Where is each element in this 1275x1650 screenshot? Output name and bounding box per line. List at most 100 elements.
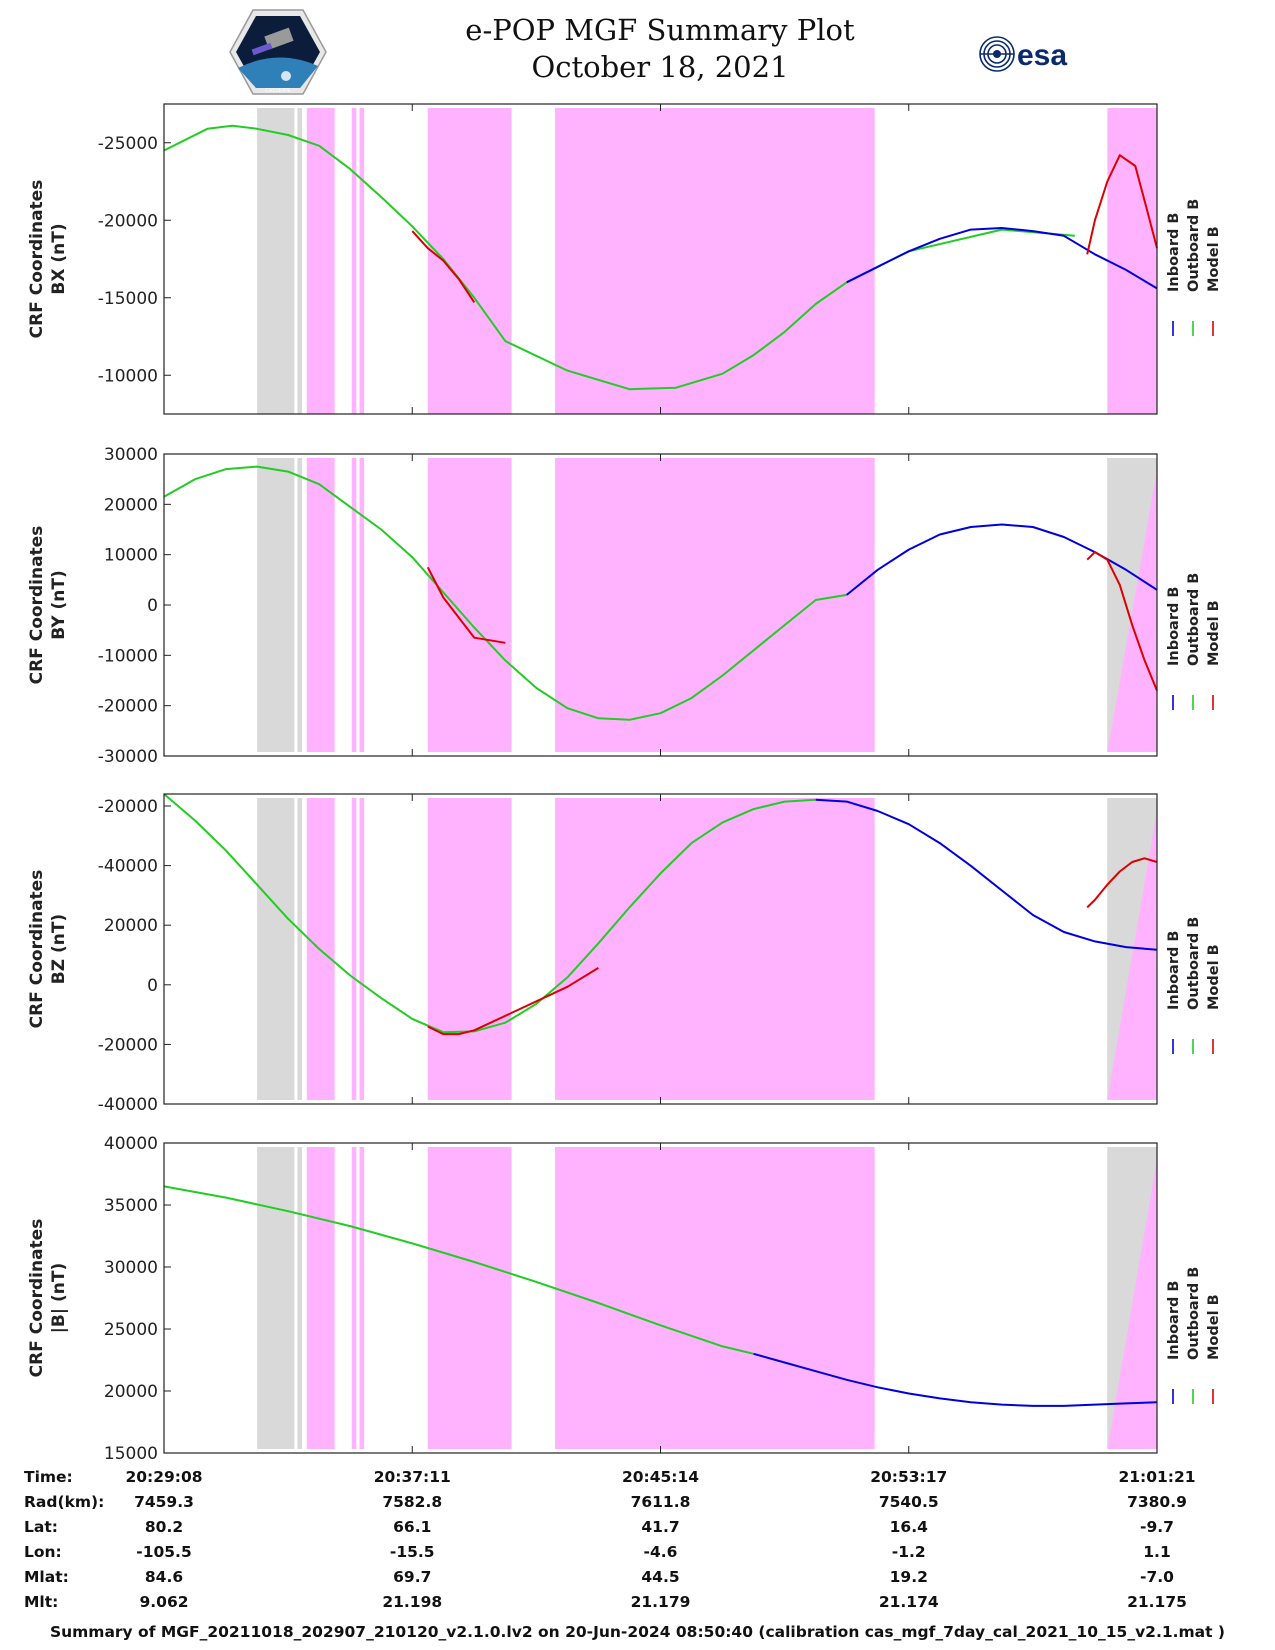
info-cell: 44.5 bbox=[641, 1568, 679, 1586]
series-line-model-b bbox=[1086, 551, 1158, 691]
esa-logo-text: esa bbox=[1017, 39, 1067, 72]
shaded-region-magenta bbox=[554, 798, 875, 1100]
series-line-model-b bbox=[1086, 154, 1158, 255]
info-cell: 20:53:17 bbox=[870, 1468, 947, 1486]
info-cell: 84.6 bbox=[145, 1568, 183, 1586]
y-axis-label: BY (nT) bbox=[49, 570, 69, 640]
y-tick-label: -10000 bbox=[98, 646, 158, 666]
y-tick-label: -40000 bbox=[98, 857, 158, 877]
y-tick-label: -10000 bbox=[98, 366, 158, 386]
info-cell: 66.1 bbox=[393, 1518, 431, 1536]
esa-logo: esa bbox=[979, 36, 1067, 72]
cassiope-patch-logo: CASSIOPE bbox=[229, 9, 327, 95]
shaded-region-magenta bbox=[427, 1147, 512, 1449]
info-row-label: Mlat: bbox=[24, 1568, 69, 1586]
y-tick-label: 35000 bbox=[104, 1196, 158, 1216]
info-cell: 20:29:08 bbox=[125, 1468, 202, 1486]
shaded-region-magenta bbox=[554, 1147, 875, 1449]
shaded-region-gray-wedge bbox=[1107, 458, 1157, 752]
info-cell: 21.174 bbox=[879, 1593, 939, 1611]
y-axis-label: BX (nT) bbox=[49, 223, 69, 294]
info-cell: 41.7 bbox=[641, 1518, 679, 1536]
shaded-region-magenta bbox=[1107, 108, 1157, 414]
shaded-region-magenta bbox=[554, 108, 875, 414]
shaded-region-magenta bbox=[351, 1147, 357, 1449]
shaded-region-magenta bbox=[359, 108, 365, 414]
y-axis-label: CRF Coordinates bbox=[27, 180, 47, 339]
series-line-outboard-b bbox=[163, 465, 847, 721]
series-line-model-b bbox=[411, 230, 476, 303]
series-line-model-b bbox=[426, 566, 506, 644]
info-cell: 80.2 bbox=[145, 1518, 183, 1536]
shaded-region-gray bbox=[297, 458, 303, 752]
y-tick-label: 30000 bbox=[104, 1258, 158, 1278]
y-axis-label: CRF Coordinates bbox=[27, 526, 47, 685]
legend-label: Inboard B bbox=[1166, 931, 1182, 1010]
y-tick-label: -20000 bbox=[98, 211, 158, 231]
info-row-label: Mlt: bbox=[24, 1593, 58, 1611]
info-cell: -105.5 bbox=[136, 1543, 191, 1561]
info-cell: 21.198 bbox=[382, 1593, 442, 1611]
shaded-region-magenta bbox=[306, 108, 335, 414]
info-cell: -15.5 bbox=[390, 1543, 435, 1561]
info-cell: 20:45:14 bbox=[622, 1468, 699, 1486]
info-row-label: Rad(km): bbox=[24, 1493, 104, 1511]
shaded-region-gray bbox=[257, 108, 295, 414]
legend-label: Outboard B bbox=[1186, 917, 1202, 1010]
shaded-region-gray bbox=[297, 798, 303, 1100]
shaded-region-magenta bbox=[359, 1147, 365, 1449]
legend-label: Inboard B bbox=[1166, 213, 1182, 292]
legend-label: Model B bbox=[1206, 600, 1222, 666]
shaded-region-magenta bbox=[351, 108, 357, 414]
info-cell: -9.7 bbox=[1140, 1518, 1174, 1536]
legend-label: Inboard B bbox=[1166, 1281, 1182, 1360]
info-cell: 21.179 bbox=[631, 1593, 691, 1611]
y-axis-label: CRF Coordinates bbox=[27, 1219, 47, 1378]
y-tick-label: -20000 bbox=[98, 797, 158, 817]
y-axis-label: CRF Coordinates bbox=[27, 870, 47, 1029]
legend-label: Outboard B bbox=[1186, 573, 1202, 666]
shaded-region-gray bbox=[257, 1147, 295, 1449]
y-tick-label: 30000 bbox=[104, 445, 158, 465]
shaded-region-gray bbox=[297, 1147, 303, 1449]
shaded-region-magenta bbox=[351, 458, 357, 752]
legend-label: Outboard B bbox=[1186, 1267, 1202, 1360]
shaded-region-magenta bbox=[427, 798, 512, 1100]
series-line-model-b bbox=[427, 967, 599, 1036]
info-cell: 7459.3 bbox=[134, 1493, 194, 1511]
series-line-inboard-b bbox=[753, 1352, 1158, 1407]
shaded-region-magenta bbox=[359, 458, 365, 752]
info-cell: 7582.8 bbox=[382, 1493, 442, 1511]
legend-label: Outboard B bbox=[1186, 199, 1202, 292]
shaded-region-magenta bbox=[359, 798, 365, 1100]
y-tick-label: -25000 bbox=[98, 134, 158, 154]
info-cell: 7611.8 bbox=[631, 1493, 691, 1511]
title-line-1: e-POP MGF Summary Plot bbox=[465, 13, 855, 47]
legend-label: Model B bbox=[1206, 944, 1222, 1010]
info-row-label: Lat: bbox=[24, 1518, 58, 1536]
info-cell: 69.7 bbox=[393, 1568, 431, 1586]
plot-title: e-POP MGF Summary Plot October 18, 2021 bbox=[380, 12, 940, 86]
info-cell: 21:01:21 bbox=[1118, 1468, 1195, 1486]
shaded-region-magenta bbox=[306, 458, 335, 752]
shaded-region-magenta bbox=[554, 458, 875, 752]
y-tick-label: 20000 bbox=[104, 916, 158, 936]
footer-caption: Summary of MGF_20211018_202907_210120_v2… bbox=[49, 1623, 1226, 1641]
info-cell: 7540.5 bbox=[879, 1493, 939, 1511]
shaded-region-gray bbox=[297, 108, 303, 414]
series-line-outboard-b bbox=[163, 793, 816, 1034]
shaded-region-magenta bbox=[427, 458, 512, 752]
cassiope-logo-text: CASSIOPE bbox=[265, 88, 291, 94]
shaded-region-gray-wedge bbox=[1107, 1147, 1157, 1449]
info-cell: 1.1 bbox=[1143, 1543, 1170, 1561]
info-cell: 16.4 bbox=[890, 1518, 928, 1536]
series-line-model-b bbox=[1086, 857, 1158, 909]
y-axis-label: |B| (nT) bbox=[49, 1263, 69, 1334]
y-tick-label: 20000 bbox=[104, 1382, 158, 1402]
legend-label: Model B bbox=[1206, 1294, 1222, 1360]
info-cell: 20:37:11 bbox=[374, 1468, 451, 1486]
y-tick-label: 40000 bbox=[104, 1134, 158, 1154]
y-axis-label: BZ (nT) bbox=[49, 914, 69, 984]
info-cell: -1.2 bbox=[892, 1543, 926, 1561]
y-tick-label: -20000 bbox=[98, 697, 158, 717]
